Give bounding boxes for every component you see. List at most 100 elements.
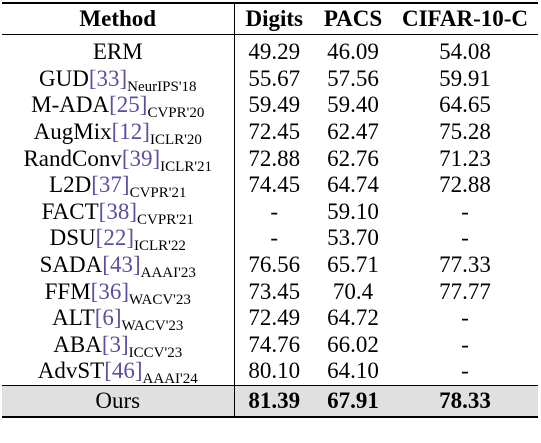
citation-link[interactable]: [25] <box>109 92 148 118</box>
digits-cell: 74.45 <box>233 171 314 199</box>
ours-method-name: Ours <box>2 384 234 418</box>
method-name: ALT <box>52 305 95 331</box>
cifar-cell: 77.77 <box>439 278 491 304</box>
table-row: AdvST[46]AAAI'24 80.10 64.10- <box>2 358 538 387</box>
citation-number: 25 <box>116 92 140 118</box>
pacs-cell: 53.70 <box>327 225 379 251</box>
cifar-cell: 64.65 <box>439 92 491 118</box>
citation-link[interactable]: [6] <box>94 305 122 331</box>
cifar-cell: 72.88 <box>439 172 491 198</box>
citation-number: 39 <box>129 145 153 171</box>
header-row: Method Digits PACS CIFAR-10-C <box>2 2 538 35</box>
method-name: DSU <box>49 225 96 251</box>
header-method: Method <box>2 2 234 35</box>
table-row: DSU[22]ICLR'22-53.70- <box>2 225 538 255</box>
citation-link[interactable]: [43] <box>102 252 141 278</box>
digits-cell: 72.88 <box>233 145 314 172</box>
method-cell: AugMix[12]ICLR'20 <box>2 119 234 149</box>
table-row: GUD[33]NeurIPS'18 55.67 57.56 59.91 <box>2 65 538 95</box>
cifar-cell: 77.33 <box>439 252 491 278</box>
method-cell: M-ADA[25]CVPR'20 <box>2 92 234 121</box>
table-row: ABA[3]ICCV'23 74.76 66.02- <box>2 331 538 361</box>
citation-link[interactable]: [39] <box>121 145 161 171</box>
citation-link[interactable]: [37] <box>91 172 130 198</box>
citation-link[interactable]: [3] <box>101 331 129 357</box>
header-digits: Digits <box>233 2 314 35</box>
venue-subscript: NeurIPS'18 <box>127 78 197 95</box>
venue-subscript: ICLR'20 <box>149 132 202 149</box>
citation-number: 46 <box>111 358 135 384</box>
citation-link[interactable]: [12] <box>111 119 150 145</box>
method-cell: L2D[37]CVPR'21 <box>2 172 234 202</box>
method-cell: SADA[43]AAAI'23 <box>2 252 234 282</box>
table-row: FFM[36]WACV'23 73.45 70.4 77.77 <box>2 278 538 308</box>
method-name: M-ADA <box>31 92 110 118</box>
citation-link[interactable]: [46] <box>104 358 143 384</box>
pacs-cell: 70.4 <box>332 278 374 304</box>
pacs-cell: 66.02 <box>327 331 379 357</box>
citation-link[interactable]: [33] <box>88 65 128 91</box>
method-cell: FACT[38]CVPR'21 <box>2 198 234 228</box>
method-cell: RandConv[39]ICLR'21 <box>2 145 234 175</box>
citation-number: 6 <box>102 305 114 331</box>
method-cell: GUD[33]NeurIPS'18 <box>2 65 234 95</box>
venue-subscript: ICLR'22 <box>133 238 186 255</box>
pacs-cell: 64.74 <box>327 172 379 198</box>
citation-number: 3 <box>109 331 122 357</box>
cifar-cell: - <box>461 305 469 331</box>
pacs-cell: 59.10 <box>327 198 379 224</box>
digits-cell: 74.76 <box>233 331 314 359</box>
citation-number: 22 <box>103 225 127 251</box>
table-row: ALT[6]WACV'23 72.49 64.72- <box>2 304 538 334</box>
method-cell: ERM <box>2 35 234 66</box>
pacs-cell: 62.47 <box>327 119 379 145</box>
method-name: FFM <box>44 278 91 304</box>
citation-number: 43 <box>109 252 133 278</box>
cifar-cell: - <box>461 198 469 224</box>
citation-number: 38 <box>106 198 130 224</box>
digits-cell: 72.45 <box>233 118 314 146</box>
ours-digits: 81.39 <box>233 384 314 418</box>
citation-number: 36 <box>98 278 122 304</box>
method-name: ERM <box>92 39 143 65</box>
method-name: RandConv <box>23 145 122 171</box>
digits-cell: 73.45 <box>233 278 314 305</box>
table-row: FACT[38]CVPR'21-59.10- <box>2 198 538 228</box>
venue-subscript: CVPR'21 <box>129 185 187 202</box>
table-row: ERM 49.29 46.09 54.08 <box>2 34 538 66</box>
pacs-cell: 62.76 <box>327 145 379 171</box>
cifar-cell: 71.23 <box>439 145 491 171</box>
pacs-cell: 46.09 <box>327 39 379 65</box>
citation-number: 37 <box>98 172 122 198</box>
citation-link[interactable]: [22] <box>95 225 134 251</box>
cifar-cell: - <box>461 358 469 384</box>
method-name: AdvST <box>37 358 105 384</box>
venue-subscript: CVPR'21 <box>137 211 194 228</box>
method-cell: AdvST[46]AAAI'24 <box>2 358 234 387</box>
pacs-cell: 65.71 <box>327 252 379 278</box>
header-pacs: PACS <box>314 2 392 35</box>
table-row: SADA[43]AAAI'23 76.56 65.71 77.33 <box>2 251 538 282</box>
table-row: AugMix[12]ICLR'20 72.45 62.47 75.28 <box>2 118 538 149</box>
pacs-cell: 59.40 <box>327 92 379 118</box>
citation-number: 12 <box>119 119 143 145</box>
table-row: L2D[37]CVPR'21 74.45 64.74 72.88 <box>2 171 538 202</box>
digits-cell: 80.10 <box>233 358 314 386</box>
citation-link[interactable]: [38] <box>98 198 138 224</box>
digits-cell: - <box>233 198 314 226</box>
method-name: SADA <box>39 252 103 278</box>
cifar-cell: 75.28 <box>439 119 491 145</box>
cifar-cell: 59.91 <box>439 65 491 91</box>
venue-subscript: AAAI'23 <box>140 265 196 282</box>
digits-cell: 55.67 <box>233 65 314 93</box>
method-name: AugMix <box>33 119 112 145</box>
venue-subscript: ICCV'23 <box>128 344 183 361</box>
citation-number: 33 <box>96 65 120 91</box>
citation-link[interactable]: [36] <box>90 278 129 304</box>
method-cell: FFM[36]WACV'23 <box>2 278 234 308</box>
header-cifar: CIFAR-10-C <box>392 2 538 35</box>
ours-pacs: 67.91 <box>314 384 392 418</box>
method-cell: ALT[6]WACV'23 <box>2 305 234 334</box>
method-name: FACT <box>41 198 99 224</box>
method-cell: ABA[3]ICCV'23 <box>2 331 234 361</box>
